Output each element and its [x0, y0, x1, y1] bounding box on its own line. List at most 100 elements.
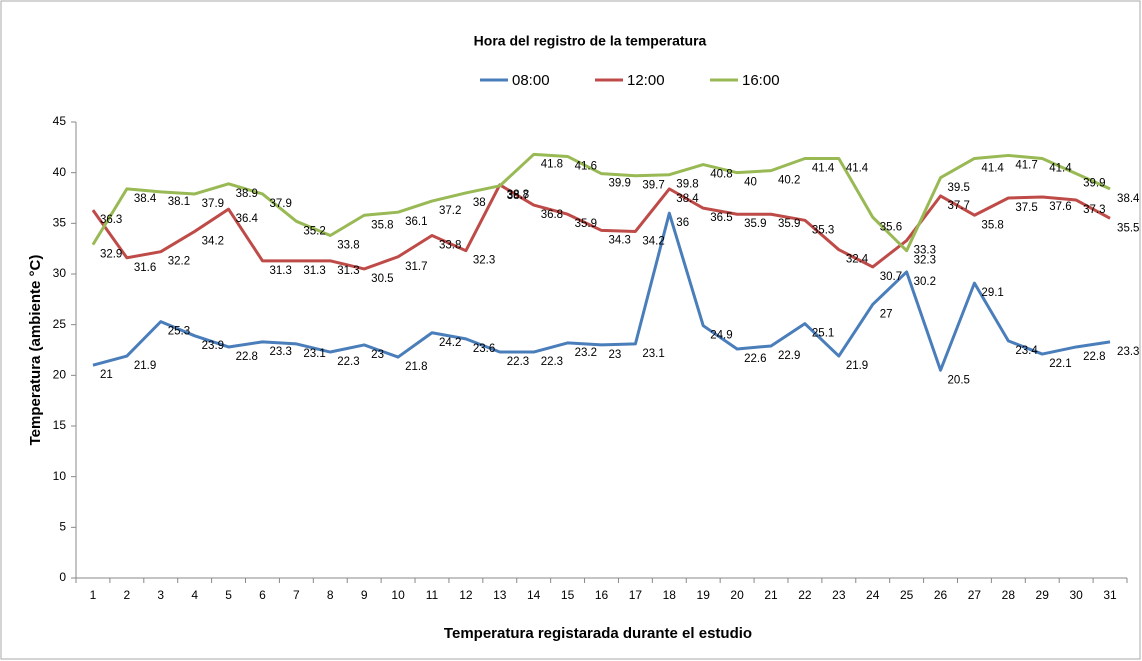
- x-tick-label: 9: [361, 588, 368, 602]
- data-label: 38: [473, 197, 486, 209]
- data-label: 36.4: [236, 213, 259, 225]
- x-tick-label: 18: [663, 588, 677, 602]
- data-label: 33.8: [439, 240, 461, 252]
- data-label: 30.7: [880, 271, 902, 283]
- x-tick-label: 27: [968, 588, 982, 602]
- x-tick-label: 28: [1002, 588, 1016, 602]
- data-label: 37.7: [948, 200, 970, 212]
- data-label: 21.8: [405, 361, 427, 373]
- series-line: [91, 152, 1111, 253]
- data-label: 20.5: [948, 374, 970, 386]
- y-tick-label: 30: [53, 266, 67, 280]
- data-label: 39.5: [948, 182, 970, 194]
- data-label: 23.1: [642, 348, 664, 360]
- data-label: 37.5: [1015, 202, 1037, 214]
- y-tick-label: 0: [59, 570, 66, 584]
- data-label: 32.2: [168, 256, 190, 268]
- data-label: 22.1: [1049, 358, 1071, 370]
- data-label: 35.2: [303, 225, 325, 237]
- data-label: 31.3: [303, 265, 325, 277]
- x-tick-label: 8: [327, 588, 334, 602]
- data-label: 34.2: [642, 235, 664, 247]
- data-label: 39.9: [1083, 178, 1105, 190]
- data-label: 25.1: [812, 328, 834, 340]
- data-label: 23.6: [473, 343, 495, 355]
- x-tick-label: 19: [697, 588, 711, 602]
- data-label: 41.4: [812, 163, 835, 175]
- y-tick-label: 45: [53, 114, 67, 128]
- data-label: 21: [100, 369, 113, 381]
- y-tick-label: 15: [53, 418, 67, 432]
- legend-label: 16:00: [742, 72, 780, 89]
- data-label: 41.7: [1015, 159, 1037, 171]
- data-label: 33.8: [337, 240, 359, 252]
- data-label: 31.7: [405, 261, 427, 273]
- x-tick-label: 25: [900, 588, 914, 602]
- data-label: 27: [880, 308, 893, 320]
- x-tick-label: 12: [459, 588, 473, 602]
- y-tick-label: 35: [53, 216, 67, 230]
- data-label: 23.3: [269, 346, 291, 358]
- series-line: [92, 211, 1111, 372]
- data-label: 37.9: [269, 198, 291, 210]
- x-tick-label: 26: [934, 588, 948, 602]
- y-tick-label: 25: [53, 317, 67, 331]
- data-label: 31.3: [269, 265, 291, 277]
- x-tick-label: 11: [426, 588, 439, 602]
- data-label: 22.8: [236, 351, 258, 363]
- data-label: 33.3: [914, 245, 936, 257]
- x-tick-label: 1: [90, 588, 97, 602]
- data-label: 35.9: [778, 218, 800, 230]
- data-label: 22.6: [744, 353, 766, 365]
- x-tick-label: 24: [866, 588, 880, 602]
- series-line: [91, 183, 1111, 271]
- data-label: 38.4: [134, 193, 157, 205]
- data-label: 23: [609, 349, 622, 361]
- data-label: 40.8: [710, 169, 732, 181]
- data-label: 41.6: [575, 160, 597, 172]
- data-label: 24.9: [710, 330, 732, 342]
- data-label: 36.3: [100, 214, 122, 226]
- data-label: 35.8: [981, 219, 1003, 231]
- x-tick-label: 23: [832, 588, 846, 602]
- x-tick-label: 22: [798, 588, 812, 602]
- data-label: 30.2: [914, 276, 936, 288]
- x-tick-label: 20: [730, 588, 744, 602]
- x-tick-label: 21: [764, 588, 778, 602]
- data-label: 41.4: [981, 163, 1004, 175]
- data-label: 34.3: [609, 234, 631, 246]
- x-tick-label: 17: [629, 588, 643, 602]
- data-label: 38.4: [676, 193, 699, 205]
- x-tick-label: 16: [595, 588, 609, 602]
- data-label: 36.1: [405, 216, 427, 228]
- x-tick-label: 6: [259, 588, 266, 602]
- legend-label: 08:00: [512, 72, 550, 89]
- x-tick-label: 31: [1103, 588, 1117, 602]
- data-label: 35.6: [880, 221, 902, 233]
- data-label: 41.4: [1049, 163, 1072, 175]
- data-label: 23.2: [575, 347, 597, 359]
- data-label: 37.6: [1049, 201, 1071, 213]
- data-label: 41.4: [846, 163, 869, 175]
- y-tick-label: 20: [53, 368, 67, 382]
- data-label: 22.3: [541, 356, 563, 368]
- data-label: 22.3: [507, 356, 529, 368]
- data-label: 21.9: [134, 360, 156, 372]
- data-label: 32.3: [914, 255, 936, 267]
- data-label: 35.3: [812, 224, 834, 236]
- x-tick-label: 15: [561, 588, 575, 602]
- data-label: 40: [744, 177, 757, 189]
- data-label: 36.8: [541, 209, 563, 221]
- y-axis-title: Temperatura (ambiente °C): [27, 255, 44, 446]
- data-label: 32.9: [100, 249, 122, 261]
- data-label: 34.2: [202, 235, 224, 247]
- data-label: 31.3: [337, 265, 359, 277]
- data-label: 40.2: [778, 175, 800, 187]
- data-label: 23.1: [303, 348, 325, 360]
- data-label: 35.5: [1117, 222, 1139, 234]
- data-label: 37.3: [1083, 204, 1105, 216]
- x-tick-label: 14: [527, 588, 541, 602]
- x-tick-label: 3: [157, 588, 164, 602]
